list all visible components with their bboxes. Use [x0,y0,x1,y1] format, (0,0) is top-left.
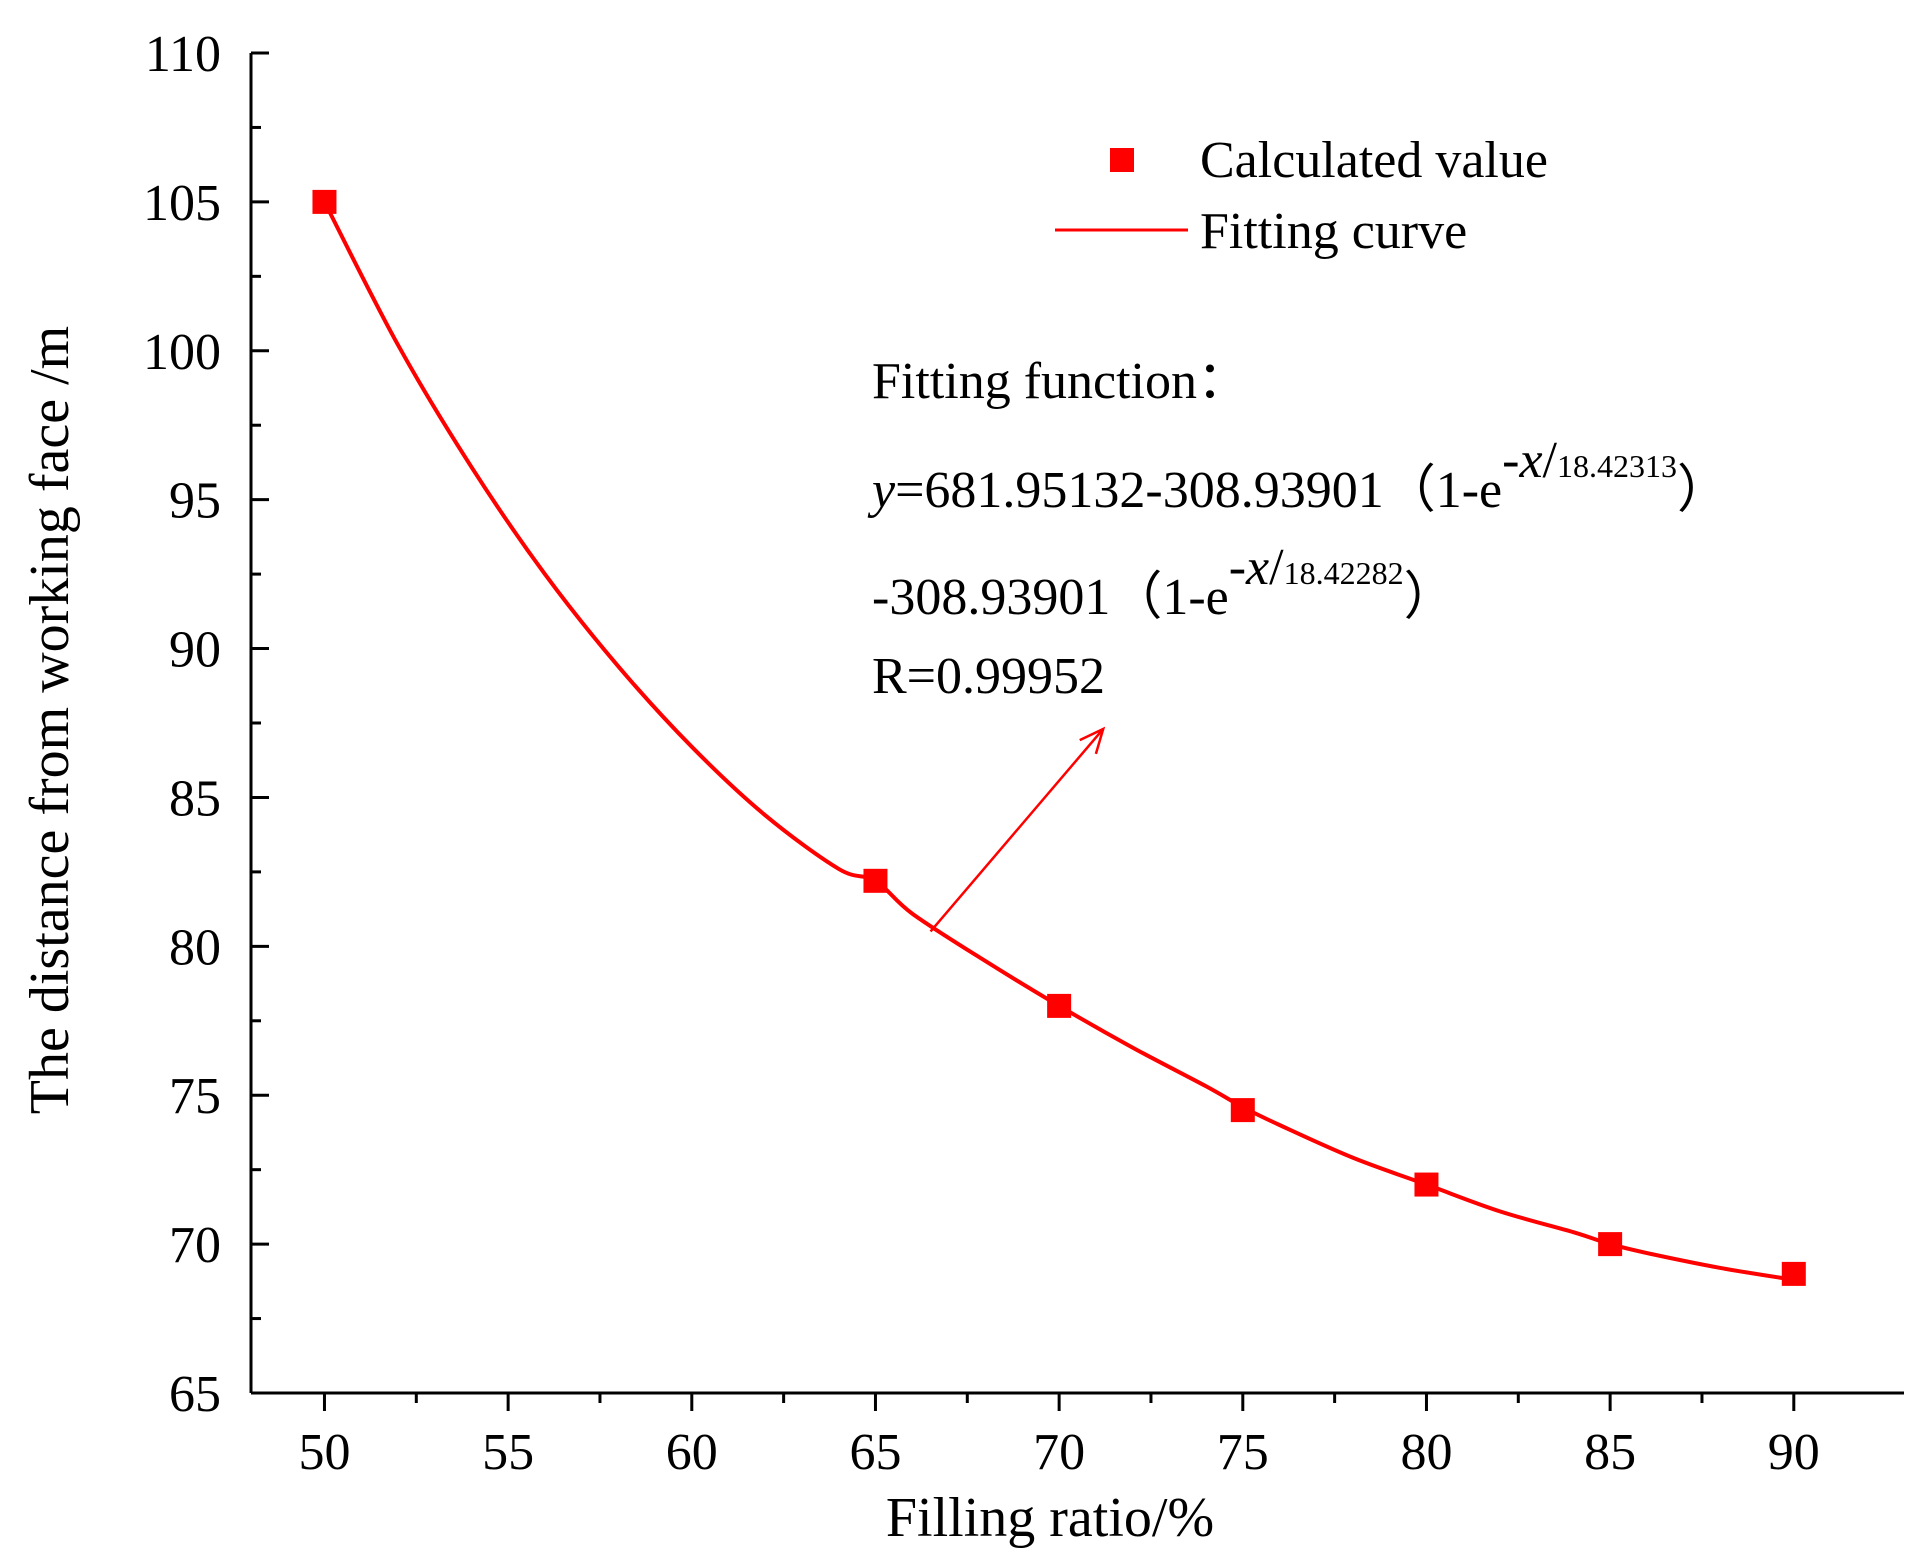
y-tick-label: 70 [169,1217,221,1274]
legend-label-fitting-curve: Fitting curve [1200,203,1467,260]
y-tick-label: 95 [169,473,221,530]
annotation-heading: Fitting function： [872,353,1249,410]
fitting-curve-line [322,200,1795,1282]
calculated-value-point [1414,1172,1439,1197]
calculated-value-point [863,868,888,893]
annotation-arrow [929,726,1106,933]
x-tick-label: 55 [482,1424,534,1481]
y-tick-label: 90 [169,622,221,679]
y-tick-label: 110 [145,26,221,83]
x-tick-label: 85 [1584,1424,1636,1481]
calculated-value-point [1781,1261,1806,1286]
legend: Calculated value Fitting curve [1055,132,1548,260]
equation-line-2: -308.93901（1-e-x/18.42282） [872,539,1456,626]
annotation-arrow-shaft [929,728,1105,933]
calculated-value-point [1230,1098,1255,1123]
y-tick-label: 105 [143,175,221,232]
fitting-curve-layer [322,200,1795,1282]
legend-label-calculated-value: Calculated value [1200,132,1548,189]
equation-line-2-main: -308.93901（1-e [872,569,1229,626]
equation-line-1-exponent-div: / [1543,432,1558,489]
calculated-value-markers [312,189,1806,1286]
x-tick-label: 75 [1217,1424,1269,1481]
annotation-arrow-head [1079,726,1106,755]
x-tick-label: 80 [1400,1424,1452,1481]
axes: 50 55 60 65 70 75 80 85 90 65 70 75 80 85 90 95 100 105 11… [143,26,1904,1481]
r-value: R=0.99952 [872,648,1105,705]
x-tick-label: 50 [298,1424,350,1481]
equation-line-1-close: ） [1677,462,1729,519]
equation-line-1-exponent-var: -x [1502,432,1542,489]
y-tick-label: 85 [169,770,221,827]
x-tick-label: 60 [666,1424,718,1481]
calculated-value-point [1598,1232,1623,1257]
fitting-function-annotation: Fitting function： y=681.95132-308.93901（… [867,353,1729,705]
x-tick-label: 65 [849,1424,901,1481]
equation-line-1-main: =681.95132-308.93901（1-e [895,462,1502,519]
equation-line-2-exponent-den: 18.42282 [1284,555,1404,591]
equation-line-2-exponent-div: / [1269,539,1284,596]
equation-line-2-exponent-var: -x [1229,539,1269,596]
y-tick-label: 100 [143,324,221,381]
x-tick-label: 70 [1033,1424,1085,1481]
calculated-value-point [1047,993,1072,1018]
equation-line-1: y=681.95132-308.93901（1-e-x/18.42313） [867,432,1729,519]
y-tick-label: 75 [169,1068,221,1125]
x-tick-label: 90 [1768,1424,1820,1481]
x-axis-title: Filling ratio/% [886,1487,1214,1549]
y-tick-label: 65 [169,1366,221,1423]
y-tick-label: 80 [169,919,221,976]
equation-y-variable: y [867,462,896,519]
legend-marker-calculated-value [1110,148,1134,172]
equation-line-1-exponent-den: 18.42313 [1557,448,1677,484]
calculated-value-point [312,189,337,214]
y-axis-title: The distance from working face /m [19,326,81,1114]
equation-line-2-close: ） [1404,569,1456,626]
